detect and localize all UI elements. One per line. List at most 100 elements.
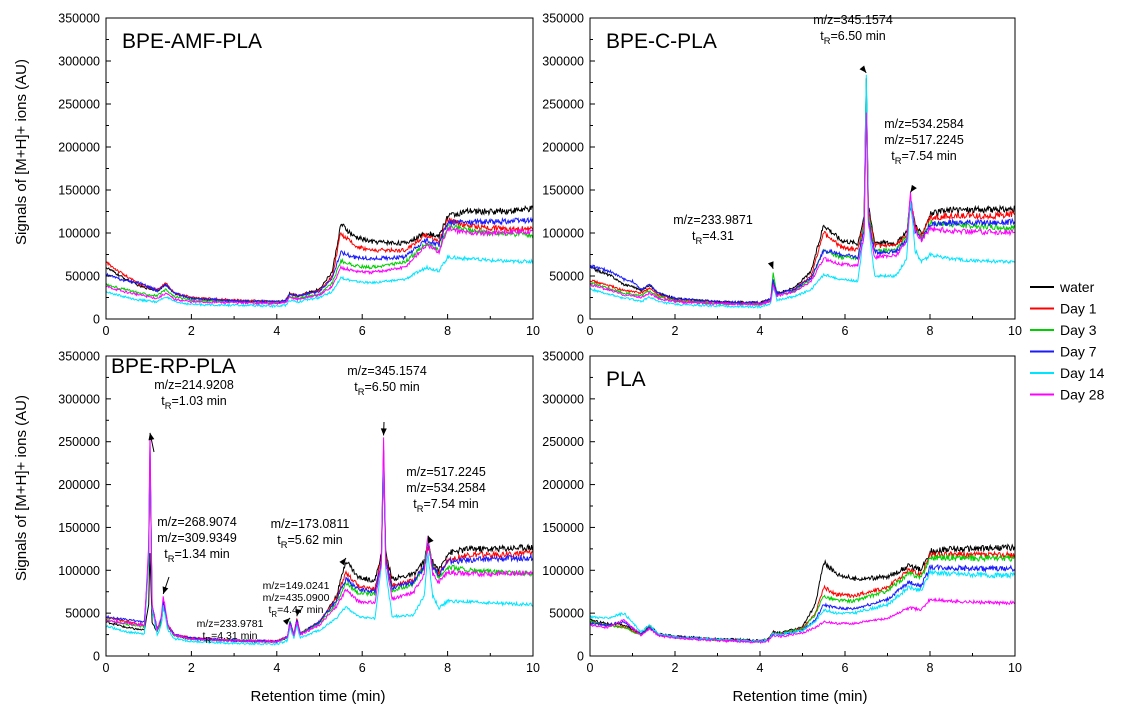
series-line-day-28 [106, 225, 533, 306]
y-tick-label: 0 [577, 313, 584, 327]
annotation-text: m/z=435.0900 [263, 592, 330, 604]
y-tick-label: 350000 [58, 12, 100, 26]
legend-item: Day 7 [1030, 344, 1097, 360]
x-tick-label: 4 [273, 324, 280, 338]
peak-annotation: m/z=345.1574 tR=6.50 min [813, 13, 893, 74]
annotation-arrowhead [295, 608, 302, 617]
y-tick-label: 50000 [549, 607, 584, 621]
x-tick-label: 10 [526, 661, 540, 675]
x-tick-label: 0 [587, 661, 594, 675]
annotation-text: tR=4.31 min [202, 630, 257, 645]
y-tick-label: 200000 [542, 478, 584, 492]
annotation-text: m/z=345.1574 [813, 13, 893, 27]
series-line-water [590, 543, 1015, 643]
x-tick-label: 8 [927, 661, 934, 675]
annotation-text: tR=1.34 min [164, 547, 230, 564]
annotation-arrowhead [339, 558, 346, 566]
series-line-day-14 [590, 74, 1015, 310]
annotation-text: m/z=214.9208 [154, 378, 234, 392]
x-tick-label: 0 [103, 324, 110, 338]
y-tick-label: 350000 [542, 350, 584, 364]
panel-title: BPE-RP-PLA [111, 355, 236, 378]
annotation-arrowhead [148, 432, 155, 441]
y-tick-label: 250000 [542, 98, 584, 112]
annotation-text: tR=1.03 min [161, 394, 227, 411]
y-tick-label: 100000 [58, 227, 100, 241]
annotation-text: m/z=517.2245 [884, 133, 964, 147]
annotation-arrowhead [859, 65, 867, 73]
annotation-text: m/z=149.0241 [263, 580, 330, 592]
legend: water Day 1 Day 3 Day 7 Day 14 Day 28 [1030, 279, 1105, 403]
legend-label: Day 14 [1060, 365, 1105, 381]
x-axis-label-left: Retention time (min) [250, 688, 385, 705]
y-tick-label: 100000 [58, 564, 100, 578]
x-tick-label: 6 [359, 661, 366, 675]
y-tick-label: 50000 [549, 270, 584, 284]
annotation-text: m/z=534.2584 [884, 117, 964, 131]
chart-panels: 0 2 4 6 8 10050000100000150000200000250000300… [58, 12, 1022, 676]
legend-item: Day 28 [1030, 387, 1105, 403]
y-tick-label: 150000 [542, 184, 584, 198]
y-tick-label: 250000 [58, 98, 100, 112]
series-line-day-7 [106, 216, 533, 304]
x-tick-label: 2 [672, 324, 679, 338]
y-tick-label: 200000 [58, 478, 100, 492]
annotation-arrowhead [910, 184, 917, 193]
y-tick-label: 50000 [65, 270, 100, 284]
plot-frame [105, 17, 534, 320]
peak-annotation: m/z=268.9074 m/z=309.9349 tR=1.34 min [157, 515, 237, 595]
y-tick-label: 250000 [542, 435, 584, 449]
series-line-water [590, 78, 1015, 305]
annotation-text: tR=7.54 min [413, 497, 479, 514]
y-tick-label: 300000 [58, 55, 100, 69]
x-tick-label: 6 [359, 324, 366, 338]
x-tick-label: 8 [444, 324, 451, 338]
plot-frame [589, 355, 1016, 657]
annotation-text: tR=4.31 [692, 229, 734, 246]
x-tick-label: 2 [188, 324, 195, 338]
y-tick-label: 250000 [58, 435, 100, 449]
y-tick-label: 0 [93, 650, 100, 664]
plot-frame [589, 17, 1016, 320]
annotation-text: m/z=309.9349 [157, 531, 237, 545]
annotation-arrowhead [380, 428, 387, 436]
legend-label: water [1059, 279, 1095, 295]
annotation-arrowhead [767, 261, 774, 269]
series-line-day-3 [590, 82, 1015, 307]
series-line-day-28 [106, 434, 533, 644]
annotation-arrowhead [162, 586, 169, 594]
annotation-text: m/z=517.2245 [406, 465, 486, 479]
panel-title: PLA [606, 368, 646, 391]
y-tick-label: 0 [577, 650, 584, 664]
legend-label: Day 3 [1060, 322, 1097, 338]
legend-label: Day 7 [1060, 344, 1097, 360]
series-line-day-14 [106, 441, 533, 646]
peak-annotation: m/z=233.9871 tR=4.31 [673, 213, 774, 270]
series-line-day-1 [106, 217, 533, 304]
peak-annotation: m/z=517.2245 m/z=534.2584 tR=7.54 min [406, 465, 486, 544]
y-axis-label-bottom: Signals of [M+H]+ ions (AU) [13, 395, 30, 581]
panel-bpe-c-pla: 0 2 4 6 8 10 0 50000 100000 150000 200000 250000 300… [542, 12, 1022, 339]
annotation-text: m/z=268.9074 [157, 515, 237, 529]
legend-item: water [1030, 279, 1095, 295]
x-tick-label: 6 [842, 661, 849, 675]
x-tick-label: 2 [672, 661, 679, 675]
annotation-text: tR=7.54 min [891, 149, 957, 166]
legend-item: Day 14 [1030, 365, 1105, 381]
legend-item: Day 1 [1030, 301, 1097, 317]
y-axis-label-top: Signals of [M+H]+ ions (AU) [13, 59, 30, 245]
series-line-day-7 [590, 108, 1015, 305]
annotation-text: m/z=233.9871 [673, 213, 753, 227]
y-tick-label: 200000 [542, 141, 584, 155]
y-tick-label: 50000 [65, 607, 100, 621]
x-tick-label: 4 [273, 661, 280, 675]
peak-annotation: m/z=534.2584 m/z=517.2245 tR=7.54 min [884, 117, 964, 193]
series-line-day-28 [590, 597, 1015, 645]
annotation-arrowhead [282, 618, 291, 626]
annotation-text: tR=6.50 min [354, 380, 420, 397]
panel-title: BPE-AMF-PLA [122, 30, 262, 53]
y-tick-label: 150000 [542, 521, 584, 535]
series-line-day-14 [106, 254, 533, 309]
